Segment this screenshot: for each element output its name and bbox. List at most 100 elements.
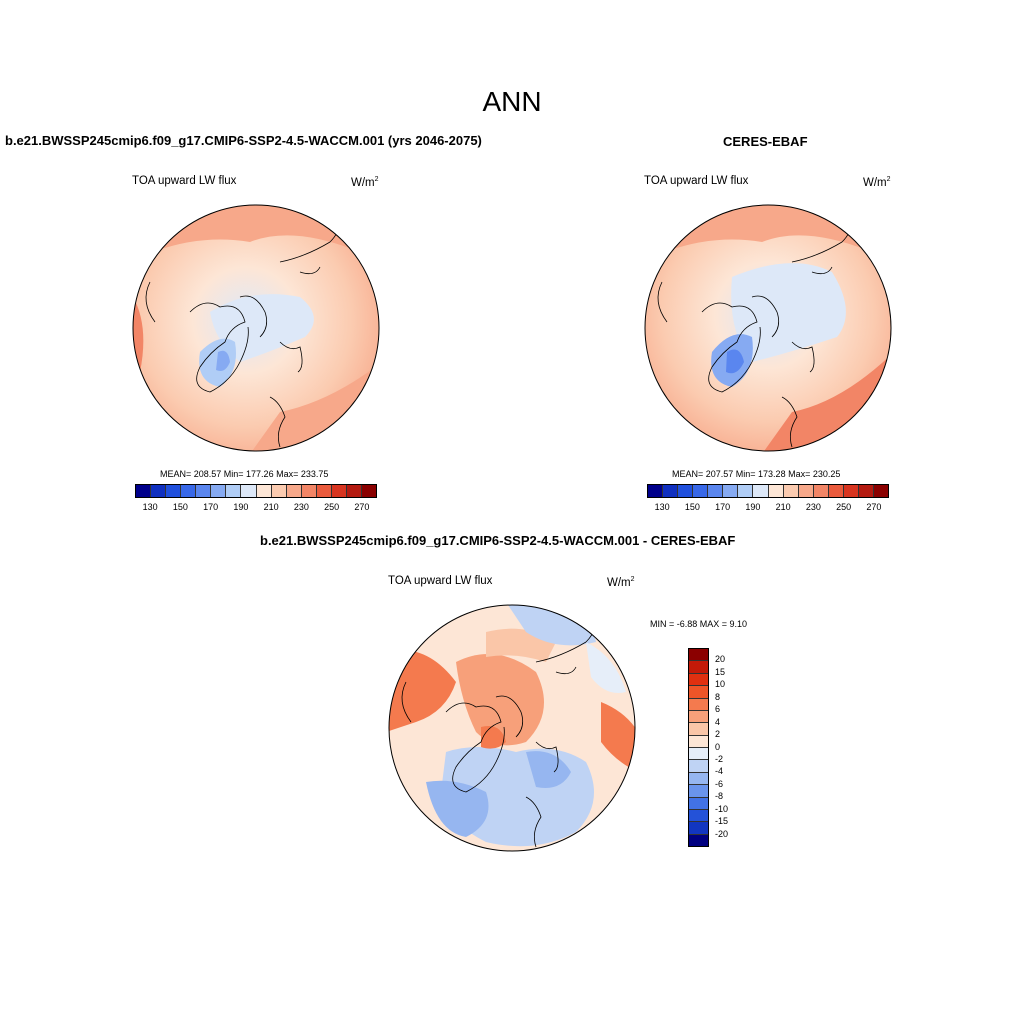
panel-2-colorbar-swatch (828, 485, 844, 497)
panel-3-colorbar-label: -10 (715, 803, 729, 814)
panel-1-colorbar-swatch (196, 485, 212, 497)
panel-2-title: CERES-EBAF (723, 134, 808, 149)
panel-2-colorbar-label: 190 (745, 502, 761, 512)
panel-3-colorbar-swatch (689, 748, 708, 761)
panel-1-colorbar-swatch (331, 485, 347, 497)
panel-3-colorbar-label: 4 (715, 716, 721, 727)
panel-3-colorbar-label: -8 (715, 791, 724, 802)
panel-3-colorbar-swatch (689, 822, 708, 835)
panel-3-colorbar-label: 15 (715, 666, 726, 677)
panel-2-colorbar-label: 230 (805, 502, 821, 512)
panel-2-colorbar-label: 150 (684, 502, 700, 512)
panel-2-colorbar-swatch (813, 485, 829, 497)
panel-2-colorbar-label: 250 (836, 502, 852, 512)
panel-1-colorbar-swatch (256, 485, 272, 497)
panel-2-colorbar-swatch (648, 485, 664, 497)
panel-2-colorbar (647, 484, 889, 498)
panel-3-stats: MIN = -6.88 MAX = 9.10 (650, 619, 748, 629)
panel-1-colorbar-swatch (346, 485, 362, 497)
panel-2-colorbar-swatch (843, 485, 859, 497)
panel-3-colorbar-swatch (689, 710, 708, 724)
panel-2-colorbar-label: 270 (866, 502, 882, 512)
panel-3-colorbar-label: 20 (715, 654, 726, 665)
panel-3-colorbar-swatch (689, 772, 708, 786)
panel-2-stats: MEAN= 207.57 Min= 173.28 Max= 230.25 (672, 469, 841, 479)
panel-1-colorbar-swatch (211, 485, 227, 497)
panel-2-field (645, 205, 891, 451)
panel-3-colorbar-label: 0 (715, 741, 721, 752)
panel-1-variable: TOA upward LW flux (132, 175, 237, 187)
panel-2-colorbar-swatch (738, 485, 754, 497)
panel-2-colorbar-label: 170 (715, 502, 731, 512)
panel-2-colorbar-label: 210 (775, 502, 791, 512)
panel-1-colorbar-label: 130 (142, 502, 158, 512)
panel-2-polar-map (644, 204, 892, 452)
panel-3-colorbar-swatch (689, 809, 708, 823)
panel-3-colorbar-swatch (689, 760, 708, 773)
panel-1-colorbar-label: 230 (293, 502, 309, 512)
panel-3-colorbar-label: 6 (715, 704, 721, 715)
panel-2-colorbar-swatch (723, 485, 739, 497)
panel-1-colorbar-label: 190 (233, 502, 249, 512)
panel-1-coastlines (145, 211, 340, 448)
panel-2-colorbar-swatch (708, 485, 724, 497)
figure-title: ANN (482, 86, 542, 117)
panel-3-colorbar-swatch (689, 735, 708, 748)
panel-1-colorbar-label: 210 (263, 502, 279, 512)
panel-3-colorbar-label: -4 (715, 766, 724, 777)
panel-2-unit: W/m2 (863, 176, 891, 189)
panel-2-colorbar-label: 130 (654, 502, 670, 512)
panel-3-colorbar-swatch (689, 797, 708, 810)
panel-2-colorbar-swatch (873, 485, 888, 497)
panel-3-polar-map (388, 604, 636, 852)
panel-1-colorbar-swatch (286, 485, 302, 497)
panel-3-colorbar-label: -2 (715, 753, 724, 764)
panel-2-colorbar-swatch (753, 485, 769, 497)
panel-1-stats: MEAN= 208.57 Min= 177.26 Max= 233.75 (160, 469, 329, 479)
panel-2-colorbar-swatch (678, 485, 694, 497)
panel-3-colorbar-label: 10 (715, 679, 726, 690)
panel-3-variable: TOA upward LW flux (388, 575, 493, 587)
panel-3-colorbar-label: -20 (715, 828, 729, 839)
panel-3-colorbar-swatch (689, 698, 708, 711)
panel-1-colorbar-label: 270 (354, 502, 370, 512)
panel-1-colorbar-label: 150 (172, 502, 188, 512)
panel-3-coastlines (401, 611, 596, 848)
panel-1-colorbar-swatch (136, 485, 152, 497)
panel-1-unit: W/m2 (351, 176, 379, 189)
panel-3-colorbar-swatch (689, 834, 708, 846)
panel-2-colorbar-swatch (768, 485, 784, 497)
panel-2-colorbar-swatch (858, 485, 874, 497)
panel-1-field (133, 205, 379, 451)
panel-3-colorbar-swatch (689, 723, 708, 736)
panel-1-colorbar-swatch (151, 485, 167, 497)
panel-3-colorbar-label: -15 (715, 816, 729, 827)
panel-1-colorbar-swatch (226, 485, 242, 497)
panel-1-colorbar-swatch (301, 485, 317, 497)
panel-3-colorbar-label: 2 (715, 729, 721, 740)
panel-1-colorbar-swatch (241, 485, 257, 497)
panel-2-colorbar-swatch (663, 485, 679, 497)
panel-3-title: b.e21.BWSSP245cmip6.f09_g17.CMIP6-SSP2-4… (260, 533, 736, 548)
panel-1-colorbar-swatch (361, 485, 376, 497)
panel-3-colorbar-swatch (689, 686, 708, 699)
panel-1-title: b.e21.BWSSP245cmip6.f09_g17.CMIP6-SSP2-4… (5, 133, 482, 148)
panel-1-colorbar-swatch (181, 485, 197, 497)
panel-2-colorbar-swatch (798, 485, 814, 497)
panel-1-colorbar-swatch (316, 485, 332, 497)
panel-2-variable: TOA upward LW flux (644, 175, 749, 187)
panel-1-colorbar-label: 250 (324, 502, 340, 512)
panel-2-coastlines (657, 211, 852, 448)
panel-2-colorbar-swatch (783, 485, 799, 497)
panel-3-colorbar-label: -6 (715, 778, 724, 789)
panel-3-unit: W/m2 (607, 576, 635, 589)
panel-1-polar-map (132, 204, 380, 452)
panel-3-colorbar-label: 8 (715, 691, 721, 702)
panel-3-colorbar (688, 648, 709, 847)
panel-3-colorbar-swatch (689, 649, 708, 662)
panel-1-colorbar-swatch (166, 485, 182, 497)
panel-3-colorbar-swatch (689, 673, 708, 687)
panel-2-colorbar-swatch (693, 485, 709, 497)
panel-3-colorbar-swatch (689, 785, 708, 798)
panel-3-colorbar-swatch (689, 661, 708, 674)
